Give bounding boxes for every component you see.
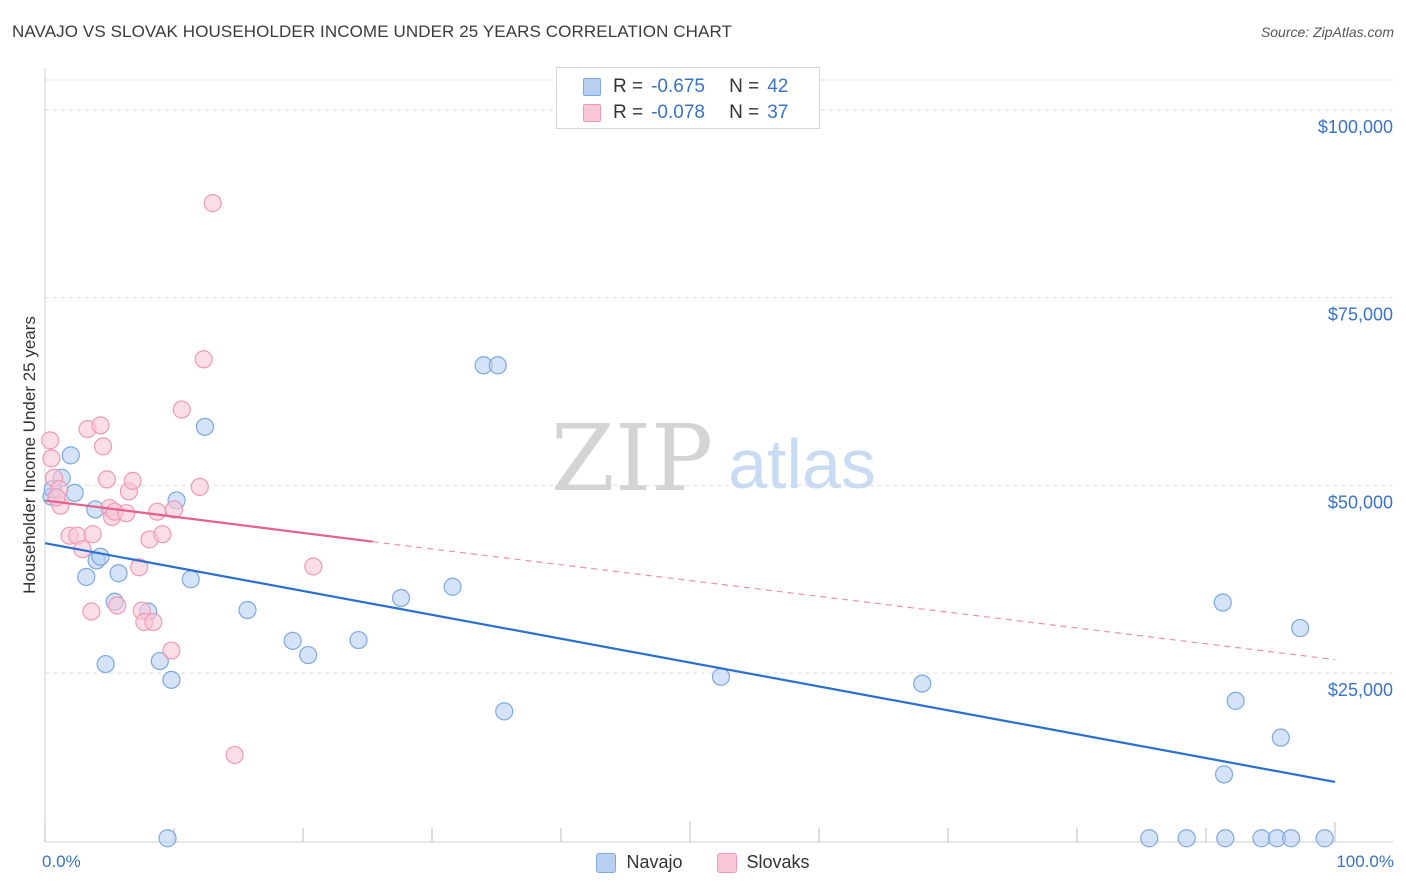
navajo-point [158, 829, 177, 848]
slovak-point [148, 502, 167, 521]
slovak-point [117, 504, 136, 523]
slovak-point [203, 194, 222, 213]
slovak-point [172, 400, 191, 419]
slovak-point [83, 525, 102, 544]
slovak-point [93, 437, 113, 456]
trend-extension-slovaks [372, 541, 1336, 661]
x-tick-max: 100.0% [1336, 852, 1394, 871]
legend-row-navajo: R = -0.675 N = 42 [583, 75, 788, 99]
slovak-point [97, 470, 117, 489]
navajo-point [96, 654, 115, 674]
navajo-point [391, 588, 411, 608]
slovak-point [130, 558, 149, 577]
navajo-point [1213, 593, 1232, 612]
navajo-n-value: 42 [767, 76, 789, 97]
y-tick-label: $100,000 [1318, 117, 1393, 137]
navajo-point [61, 446, 80, 465]
navajo-point [1282, 829, 1301, 848]
legend-item-slovaks: Slovaks [716, 852, 810, 873]
navajo-point [1271, 728, 1290, 747]
grid-lines [45, 79, 1393, 674]
slovak-point [108, 596, 127, 615]
navajo-point [91, 547, 110, 566]
correlation-legend: R = -0.675 N = 42 R = -0.078 N = 37 [556, 67, 820, 129]
watermark-atlas: atlas [728, 425, 876, 503]
slovak-point [194, 350, 213, 369]
navajo-point [1214, 765, 1234, 784]
navajo-point [1226, 691, 1245, 710]
navajo-legend-swatch [596, 852, 617, 873]
slovak-point [153, 525, 172, 544]
navajo-point [181, 570, 200, 589]
navajo-point [238, 600, 257, 620]
navajo-point [150, 651, 169, 671]
navajo-point [1252, 829, 1271, 848]
navajo-point [283, 631, 302, 650]
source-note: Source: ZipAtlas.com [1260, 24, 1394, 40]
navajo-point [1177, 829, 1196, 848]
navajo-point [77, 567, 96, 587]
y-tick-label: $25,000 [1328, 680, 1393, 700]
navajo-point [711, 667, 731, 686]
legend-row-slovak: R = -0.078 N = 37 [583, 101, 788, 125]
y-tick-label: $75,000 [1328, 305, 1393, 325]
slovak-legend-swatch [716, 852, 737, 873]
slovak-point [144, 612, 163, 632]
navajo-point [1291, 618, 1310, 638]
legend-label-navajo: Navajo [626, 852, 683, 872]
navajo-point [1216, 829, 1235, 848]
slovak-point [82, 602, 101, 621]
navajo-point [162, 670, 181, 689]
r-label: R = [613, 102, 644, 123]
navajo-point [195, 417, 215, 436]
legend-item-navajo: Navajo [596, 852, 683, 873]
n-label: N = [729, 102, 760, 123]
slovak-n-value: 37 [767, 102, 789, 123]
y-tick-labels: $25,000 $50,000 $75,000 $100,000 [1318, 117, 1393, 700]
navajo-r-value: -0.675 [651, 76, 705, 97]
navajo-point [1315, 829, 1334, 848]
navajo-point [488, 356, 507, 375]
navajo-point [913, 674, 932, 693]
slovak-r-value: -0.078 [651, 102, 705, 123]
slovak-point [123, 471, 142, 490]
trend-lines [44, 499, 1336, 784]
series-legend: Navajo Slovaks [0, 852, 1406, 873]
r-label: R = [613, 76, 644, 97]
slovak-point [41, 431, 60, 450]
watermark: ZIP atlas [551, 405, 876, 512]
slovak-point [42, 449, 61, 468]
trend-line-navajo [44, 542, 1336, 784]
trend-line-slovaks [44, 499, 373, 543]
navajo-point [65, 483, 84, 503]
slovak-swatch [583, 104, 601, 122]
watermark-zip: ZIP [551, 405, 713, 512]
chart-title: NAVAJO VS SLOVAK HOUSEHOLDER INCOME UNDE… [12, 22, 733, 41]
navajo-point [1140, 829, 1159, 848]
slovak-point [91, 416, 110, 435]
y-tick-label: $50,000 [1328, 492, 1393, 512]
axes [44, 68, 1393, 843]
navajo-point [443, 577, 462, 596]
navajo-point [109, 564, 128, 583]
slovak-point [225, 745, 244, 765]
x-tick-min: 0.0% [42, 852, 81, 871]
navajo-point [299, 645, 318, 665]
navajo-point [495, 702, 514, 721]
slovak-point [162, 641, 181, 660]
navajo-point [349, 630, 368, 650]
slovak-point [304, 557, 323, 576]
n-label: N = [729, 76, 760, 97]
legend-label-slovaks: Slovaks [746, 852, 810, 872]
slovak-points [41, 194, 323, 765]
slovak-point [190, 477, 209, 497]
navajo-swatch [583, 78, 601, 96]
slovak-point [164, 500, 184, 519]
